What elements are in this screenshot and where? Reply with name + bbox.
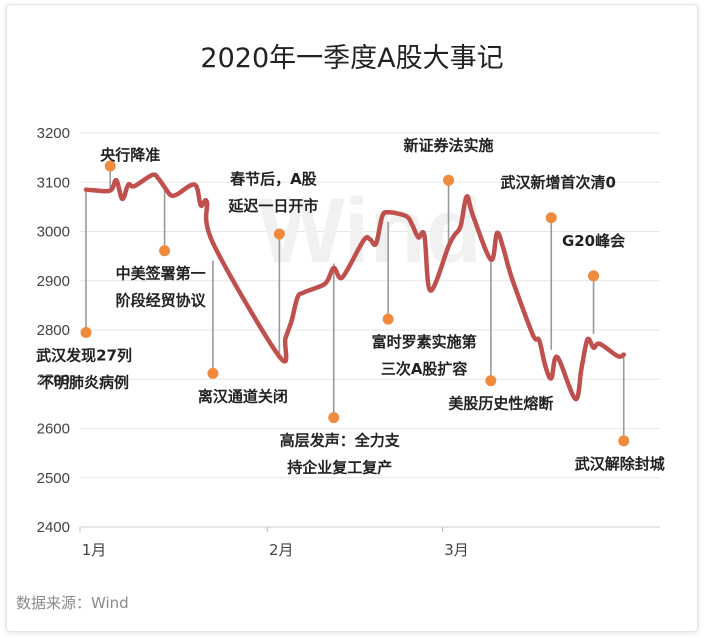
y-tick-label: 3000 — [37, 224, 70, 241]
annotation-marker — [382, 313, 394, 325]
annotation-line: 不明肺炎病例 — [39, 373, 129, 391]
y-tick-label: 3100 — [37, 174, 70, 191]
annotation-marker — [443, 174, 455, 186]
annotation-label: 武汉解除封城 — [575, 455, 665, 473]
annotation-line: 离汉通道关闭 — [198, 387, 288, 405]
annotation-label: G20峰会 — [562, 232, 625, 250]
annotation-label: 新证券法实施 — [404, 136, 494, 154]
annotation-marker — [618, 435, 630, 447]
annotation-line: 武汉发现27列 — [36, 346, 132, 364]
y-tick-label: 2500 — [37, 470, 70, 487]
annotation-label: 高层发声：全力支持企业复工复产 — [280, 432, 401, 477]
y-tick-label: 2800 — [37, 322, 70, 339]
annotation-line: 春节后，A股 — [230, 170, 318, 188]
annotation-marker — [545, 212, 557, 224]
annotation-label: 武汉发现27列不明肺炎病例 — [36, 346, 132, 391]
chart-title: 2020年一季度A股大事记 — [200, 43, 504, 74]
annotation-line: 三次A股扩容 — [381, 360, 468, 378]
y-tick-label: 2900 — [37, 273, 70, 290]
axis-layer: 2400 2500 2600 2700 2800 2900 3000 3100 3200 1月 2月… — [37, 125, 660, 559]
annotation-label: 美股历史性熔断 — [448, 395, 553, 413]
annotation-marker — [588, 270, 600, 282]
annotation-marker — [207, 367, 219, 379]
annotation-marker — [273, 228, 285, 240]
annotation-label: 央行降准 — [100, 146, 160, 164]
y-tick-label: 2400 — [37, 519, 70, 536]
annotation-line: 央行降准 — [100, 146, 160, 164]
line-layer — [83, 172, 627, 402]
annotation-line: 阶段经贸协议 — [116, 292, 207, 310]
annotation-line: G20峰会 — [562, 232, 625, 250]
annotation-line: 新证券法实施 — [404, 136, 494, 154]
annotation-line: 武汉解除封城 — [575, 455, 665, 473]
annotation-label: 武汉新增首次清0 — [501, 174, 616, 192]
annotation-label: 中美签署第一阶段经贸协议 — [116, 265, 207, 310]
marker-layer — [80, 160, 630, 447]
annotation-line: 高层发声：全力支 — [280, 432, 401, 450]
annotation-line: 持企业复工复产 — [287, 459, 392, 477]
watermark-text: Wind — [258, 180, 482, 282]
annotation-label: 离汉通道关闭 — [198, 387, 288, 405]
source-note: 数据来源：Wind — [16, 594, 129, 612]
leader-layer — [85, 165, 625, 441]
x-tick-label: 3月 — [444, 541, 469, 559]
y-tick-label: 2700 — [37, 371, 70, 388]
index-series-line — [83, 172, 627, 402]
annotation-label: 春节后，A股延迟一日开市 — [227, 170, 318, 215]
y-tick-label: 2600 — [37, 421, 70, 438]
y-tick-label: 3200 — [37, 125, 70, 142]
annotation-marker — [485, 375, 497, 387]
annotation-line: 富时罗素实施第 — [372, 333, 477, 351]
annotation-marker — [104, 160, 116, 172]
x-tick-label: 1月 — [82, 541, 107, 559]
annotation-line: 延迟一日开市 — [227, 197, 318, 215]
annotation-marker — [80, 326, 92, 338]
annotation-line: 武汉新增首次清0 — [501, 174, 616, 192]
annotation-marker — [328, 412, 340, 424]
grid-layer — [80, 132, 660, 528]
annotation-marker — [159, 245, 171, 257]
annotation-line: 美股历史性熔断 — [448, 395, 553, 413]
annotation-label: 富时罗素实施第三次A股扩容 — [372, 333, 477, 378]
annotation-line: 中美签署第一 — [116, 265, 206, 283]
x-tick-label: 2月 — [269, 541, 294, 559]
